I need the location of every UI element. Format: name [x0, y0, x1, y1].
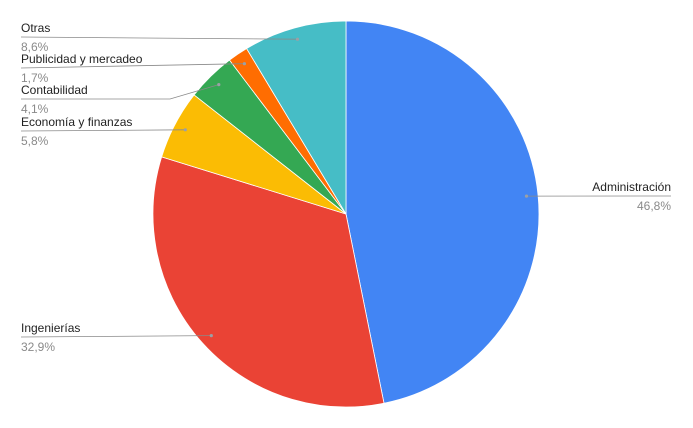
- leader-lines: [20, 36, 672, 338]
- slice-percent-administracion: 46,8%: [637, 199, 671, 213]
- slice-labels: Administración 46,8% Ingenierías 32,9% Econo…: [21, 21, 671, 354]
- slice-label-contabilidad: Contabilidad: [21, 83, 88, 97]
- slice-percent-economia-y-finanzas: 5,8%: [21, 134, 49, 148]
- slice-label-economia-y-finanzas: Economía y finanzas: [21, 115, 132, 129]
- leader-line-economia-y-finanzas: [20, 129, 186, 132]
- leader-dot-contabilidad: [217, 83, 221, 87]
- pie-slice-ingenierias: [152, 156, 385, 408]
- slice-percent-publicidad-y-mercadeo: 1,7%: [21, 71, 49, 85]
- pie-slices: [152, 20, 540, 408]
- leader-line-contabilidad: [21, 84, 219, 100]
- leader-dot-economia-y-finanzas: [183, 128, 187, 132]
- slice-percent-otras: 8,6%: [21, 40, 49, 54]
- leader-line-otras: [20, 36, 298, 40]
- slice-label-publicidad-y-mercadeo: Publicidad y mercadeo: [21, 52, 143, 66]
- slice-label-ingenierias: Ingenierías: [21, 321, 80, 335]
- leader-line-publicidad-y-mercadeo: [20, 63, 245, 69]
- slice-label-administracion: Administración: [592, 180, 671, 194]
- pie-slice-administracion: [345, 20, 540, 404]
- slice-percent-ingenierias: 32,9%: [21, 340, 55, 354]
- pie-slice-otras: [246, 20, 347, 216]
- leader-dot-ingenierias: [209, 334, 213, 338]
- leader-line-ingenierias: [20, 335, 212, 338]
- slice-label-otras: Otras: [21, 21, 50, 35]
- leader-dot-otras: [295, 37, 300, 41]
- leader-dot-administracion: [524, 194, 529, 198]
- leader-dot-publicidad-y-mercadeo: [242, 62, 246, 66]
- slice-percent-contabilidad: 4,1%: [21, 102, 49, 116]
